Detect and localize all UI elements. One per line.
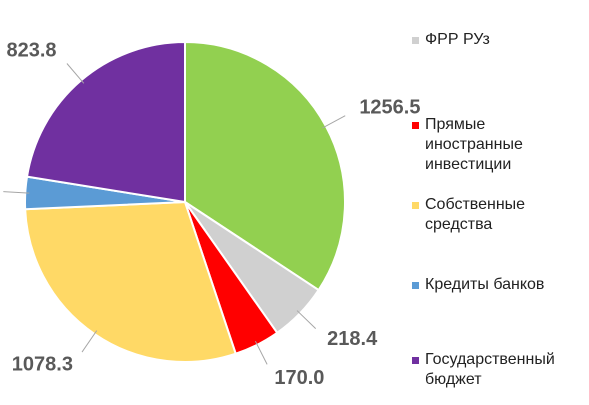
- value-label: 1078.3: [12, 354, 73, 376]
- legend-label: Собственные средства: [425, 196, 526, 233]
- leader-line: [66, 63, 85, 84]
- pie-slice: [25, 40, 186, 204]
- legend-item: Прямые иностранные инвестиции: [412, 115, 575, 175]
- legend-label: ФРР РУз: [425, 31, 490, 48]
- legend-item: Кредиты банков: [412, 275, 575, 295]
- leader-line: [296, 310, 317, 330]
- legend-item: Собственные средства: [412, 195, 575, 235]
- value-label: 218.4: [327, 328, 378, 350]
- legend-label: Прямые иностранные инвестиции: [425, 116, 523, 173]
- value-label: 1256.5: [359, 96, 420, 118]
- legend-label: Государственный бюджет: [425, 351, 555, 388]
- legend-label: Кредиты банков: [425, 276, 545, 293]
- legend-swatch: [412, 37, 419, 44]
- leader-line: [3, 191, 30, 194]
- value-label: 170.0: [274, 367, 324, 389]
- leader-line: [254, 340, 268, 365]
- value-label: 823.8: [6, 40, 56, 62]
- leader-line: [81, 330, 98, 353]
- legend-swatch: [412, 282, 419, 289]
- legend-item: Государственный бюджет: [412, 350, 575, 390]
- legend-item: ФРР РУз: [412, 30, 575, 50]
- legend-swatch: [412, 202, 419, 209]
- legend-swatch: [412, 357, 419, 364]
- legend-swatch: [412, 122, 419, 129]
- leader-line: [322, 115, 346, 129]
